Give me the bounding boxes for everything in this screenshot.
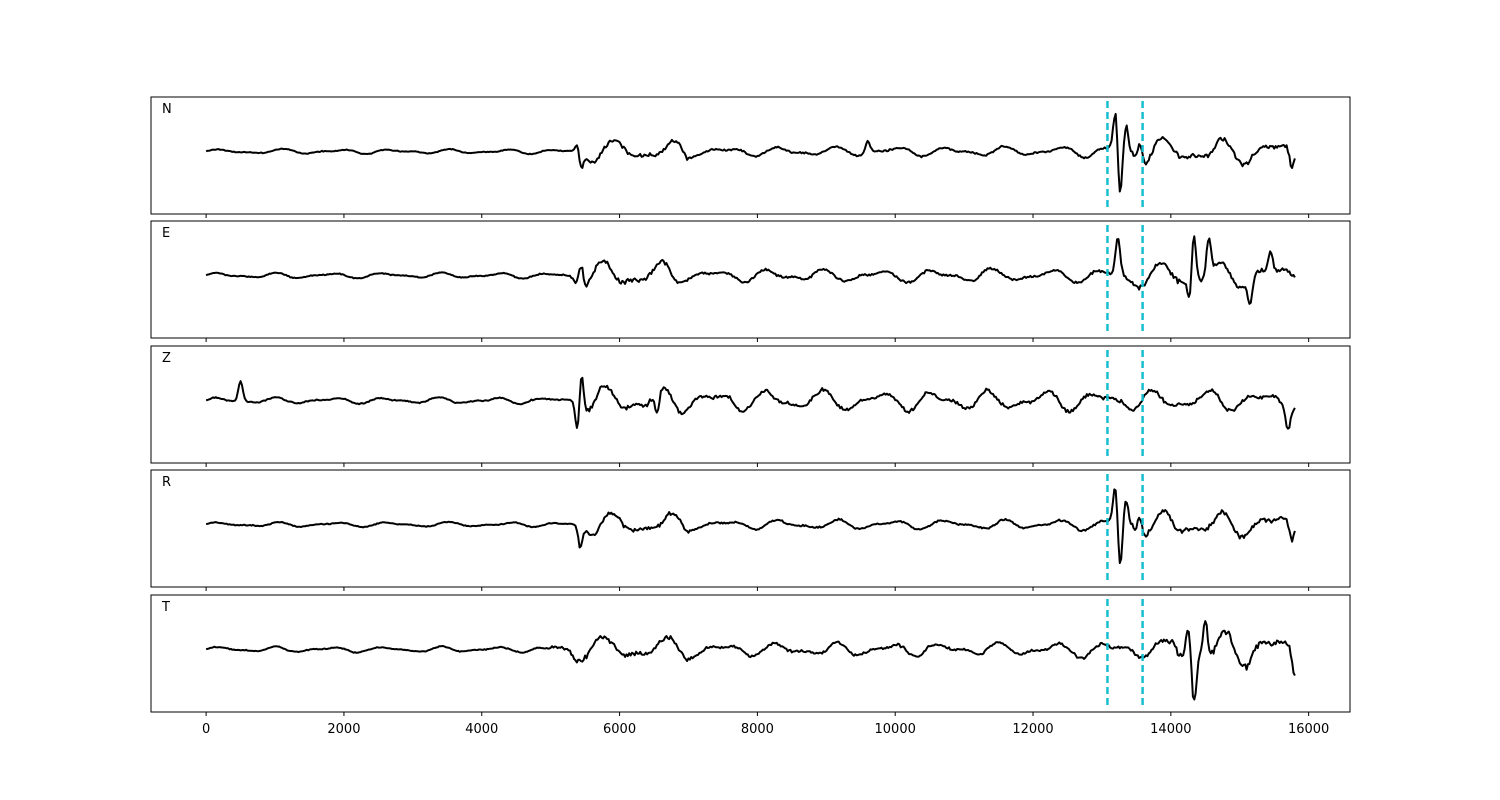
x-tick-label: 6000 bbox=[603, 722, 636, 737]
panel-frame bbox=[150, 96, 1351, 215]
x-tick-label: 14000 bbox=[1150, 722, 1191, 737]
waveform-trace-z bbox=[205, 376, 1296, 430]
x-tick-label: 2000 bbox=[327, 722, 360, 737]
panel-label: R bbox=[162, 475, 171, 490]
x-tick-label: 10000 bbox=[875, 722, 916, 737]
panel-frame bbox=[150, 594, 1351, 713]
x-tick-label: 16000 bbox=[1288, 722, 1329, 737]
panel-label: Z bbox=[162, 351, 171, 366]
panels-group: N E Z R T bbox=[150, 96, 1351, 716]
panel-frame bbox=[150, 220, 1351, 339]
panel-label: N bbox=[162, 102, 172, 117]
panel-frame bbox=[150, 345, 1351, 464]
waveform-trace-e bbox=[205, 235, 1296, 305]
x-tick-label: 0 bbox=[202, 722, 210, 737]
x-tick-label: 12000 bbox=[1012, 722, 1053, 737]
x-tick-label: 8000 bbox=[741, 722, 774, 737]
panel-e: E bbox=[150, 220, 1351, 342]
panel-n: N bbox=[150, 96, 1351, 218]
panel-t: T bbox=[150, 594, 1351, 716]
panel-r: R bbox=[150, 469, 1351, 591]
x-tick-label: 4000 bbox=[465, 722, 498, 737]
waveform-trace-n bbox=[205, 112, 1296, 193]
panel-frame bbox=[150, 469, 1351, 588]
waveform-trace-t bbox=[205, 620, 1296, 701]
panel-z: Z bbox=[150, 345, 1351, 467]
x-axis: 0 2000 4000 6000 8000 10000 12000 14000 16000 bbox=[202, 722, 1329, 737]
panel-label: T bbox=[161, 600, 170, 615]
panel-label: E bbox=[162, 226, 170, 241]
waveform-trace-r bbox=[205, 488, 1296, 564]
